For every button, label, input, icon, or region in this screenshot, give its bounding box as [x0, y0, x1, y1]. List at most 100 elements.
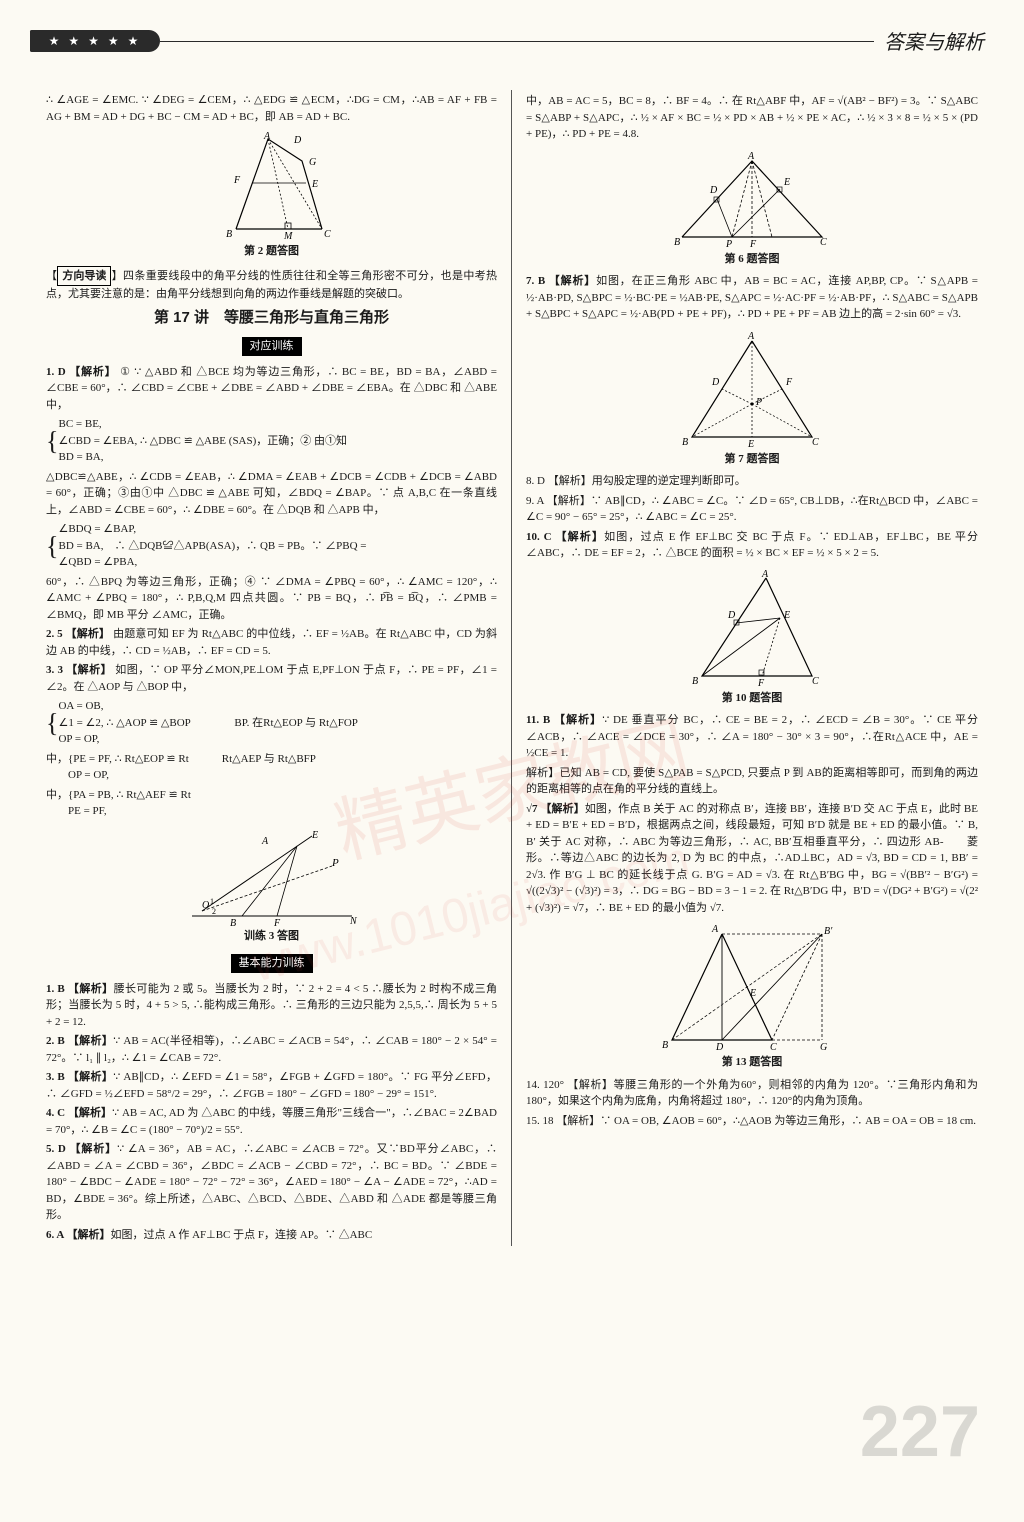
svg-text:C: C — [812, 437, 819, 448]
section-17-title: 第 17 讲 等腰三角形与直角三角形 — [46, 307, 497, 330]
svg-text:B: B — [230, 918, 236, 926]
sub-jiben: 基本能力训练 — [231, 954, 313, 973]
svg-text:N: N — [349, 916, 358, 926]
fig2-svg: A D G F E B M C — [202, 131, 342, 241]
fig10-svg: A D E B F C — [672, 568, 832, 688]
b4: 4. C 【解析】∵ AB = AC, AD 为 △ABC 的中线，等腰三角形"… — [46, 1105, 497, 1138]
svg-text:B: B — [682, 437, 688, 448]
figure-2: A D G F E B M C 第 2 题答图 — [46, 131, 497, 260]
fig13-caption: 第 13 题答图 — [526, 1054, 978, 1071]
svg-text:F: F — [757, 678, 765, 688]
q1-brace1: {BC = BE, ∠CBD = ∠EBA, ∴ △DBC ≌ △ABE (SA… — [46, 416, 497, 466]
q3-body3: 中，{PA = PB, ∴ Rt△AEF ≌ Rt PE = PF, — [46, 787, 497, 820]
svg-text:1: 1 — [210, 897, 214, 906]
svg-text:G: G — [309, 157, 316, 168]
svg-text:O: O — [202, 900, 209, 911]
svg-text:M: M — [283, 231, 293, 241]
header-rule — [160, 41, 984, 42]
b1: 1. B 【解析】腰长可能为 2 或 5。当腰长为 2 时，∵ 2 + 2 = … — [46, 981, 497, 1031]
q2-body: 由题意可知 EF 为 Rt△ABC 的中位线，∴ EF = ½AB。在 Rt△A… — [46, 628, 497, 657]
q11-ext: 解析】已知 AB = CD, 要使 S△PAB = S△PCD, 只要点 P 到… — [526, 765, 978, 798]
q1: 1. D 【解析】 ① ∵ △ABD 和 △BCE 均为等边三角形，∴ BC =… — [46, 364, 497, 414]
direction-row: 【方向导读】四条重要线段中的角平分线的性质往往和全等三角形密不可分，也是中考热点… — [46, 266, 497, 303]
q1-body3: 60°，∴ △BPQ 为等边三角形，正确；④ ∵ ∠DMA = ∠PBQ = 6… — [46, 574, 497, 624]
intro-para: ∴ ∠AGE = ∠EMC. ∵ ∠DEG = ∠CEM，∴ △EDG ≌ △E… — [46, 92, 497, 125]
svg-text:A: A — [747, 151, 755, 162]
q2-head: 2. 5 【解析】 — [46, 628, 110, 640]
q3-brace: {OA = OB, ∠1 = ∠2, ∴ △AOP ≌ △BOP BP. 在Rt… — [46, 698, 497, 748]
svg-text:D: D — [711, 377, 720, 388]
svg-text:B′: B′ — [824, 926, 833, 937]
svg-text:D: D — [727, 610, 736, 621]
figure-7: A D F P B E C 第 7 题答图 — [526, 329, 978, 468]
q1-body2: △DBC≌△ABE，∴ ∠CDB = ∠EAB，∴ ∠DMA = ∠EAB + … — [46, 469, 497, 519]
svg-text:P: P — [755, 397, 762, 408]
b5: 5. D 【解析】∵ ∠A = 36°，AB = AC，∴∠ABC = ∠ACB… — [46, 1141, 497, 1224]
b2: 2. B 【解析】∵ AB = AC(半径相等)，∴∠ABC = ∠ACB = … — [46, 1033, 497, 1066]
q8: 8. D 【解析】用勾股定理的逆定理判断即可。 — [526, 473, 978, 490]
fig3-caption: 训练 3 答图 — [46, 928, 497, 945]
svg-text:D: D — [715, 1042, 724, 1052]
svg-text:F: F — [785, 377, 793, 388]
q1-brace2: {∠BDQ = ∠BAP, BD = BA, ∴ △DQB≌△APB(ASA)，… — [46, 521, 497, 571]
header-stars: ★ ★ ★ ★ ★ — [30, 30, 160, 52]
fig2-caption: 第 2 题答图 — [46, 243, 497, 260]
figure-6: A D E B P F C 第 6 题答图 — [526, 149, 978, 268]
q2: 2. 5 【解析】 由题意可知 EF 为 Rt△ABC 的中位线，∴ EF = … — [46, 626, 497, 659]
svg-text:C: C — [770, 1042, 777, 1052]
fig7-svg: A D F P B E C — [672, 329, 832, 449]
figure-13: A B′ E B D C G 第 13 题答图 — [526, 922, 978, 1071]
svg-text:F: F — [273, 918, 281, 926]
b3: 3. B 【解析】∵ AB∥CD，∴ ∠EFD = ∠1 = 58°，∠FGB … — [46, 1069, 497, 1102]
fig3-svg: A E P B F N O 1 2 — [182, 826, 362, 926]
svg-text:E: E — [311, 179, 318, 190]
svg-text:F: F — [233, 175, 241, 186]
direction-text: 四条重要线段中的角平分线的性质往往和全等三角形密不可分，也是中考热点，尤其要注意… — [46, 270, 497, 301]
two-column-layout: ∴ ∠AGE = ∠EMC. ∵ ∠DEG = ∠CEM，∴ △EDG ≌ △E… — [32, 90, 992, 1246]
fig6-caption: 第 6 题答图 — [526, 251, 978, 268]
fig13-svg: A B′ E B D C G — [652, 922, 852, 1052]
svg-text:E: E — [783, 610, 790, 621]
svg-text:D: D — [709, 185, 718, 196]
q9: 9. A 【解析】∵ AB∥CD，∴ ∠ABC = ∠C。∵ ∠D = 65°,… — [526, 493, 978, 526]
fig6-svg: A D E B P F C — [662, 149, 842, 249]
direction-label: 方向导读 — [57, 266, 111, 287]
svg-text:2: 2 — [212, 907, 216, 916]
svg-text:E: E — [747, 439, 754, 449]
q7: 7. B 【解析】如图，在正三角形 ABC 中，AB = BC = AC，连接 … — [526, 273, 978, 323]
q3-body2: 中，{PE = PF, ∴ Rt△EOP ≌ Rt Rt△AEP 与 Rt△BF… — [46, 751, 497, 784]
svg-text:C: C — [820, 237, 827, 248]
q13: √7 【解析】如图，作点 B 关于 AC 的对称点 B′，连接 BB′，连接 B… — [526, 801, 978, 917]
sub-duiying: 对应训练 — [242, 337, 302, 356]
svg-text:B: B — [674, 237, 680, 248]
svg-text:C: C — [324, 229, 331, 240]
q3: 3. 3 【解析】 如图，∵ OP 平分∠MON,PE⊥OM 于点 E,PF⊥O… — [46, 662, 497, 695]
svg-text:A: A — [261, 836, 269, 847]
svg-text:E: E — [749, 988, 756, 999]
svg-text:E: E — [783, 177, 790, 188]
cont6: 中，AB = AC = 5，BC = 8，∴ BF = 4。∴ 在 Rt△ABF… — [526, 93, 978, 143]
svg-text:A: A — [263, 131, 271, 142]
svg-text:A: A — [711, 924, 719, 935]
svg-text:C: C — [812, 676, 819, 687]
svg-text:F: F — [749, 239, 757, 249]
q3-body: 如图，∵ OP 平分∠MON,PE⊥OM 于点 E,PF⊥ON 于点 F，∴ P… — [46, 664, 497, 693]
q11: 11. B 【解析】∵ DE 垂直平分 BC，∴ CE = BE = 2，∴ ∠… — [526, 712, 978, 762]
figure-train3: A E P B F N O 1 2 训练 3 答图 — [46, 826, 497, 945]
header-title: 答案与解析 — [874, 28, 984, 58]
svg-text:B: B — [692, 676, 698, 687]
fig10-caption: 第 10 题答图 — [526, 690, 978, 707]
q1-head: 1. D 【解析】 — [46, 366, 117, 378]
svg-text:P: P — [331, 857, 339, 869]
svg-text:A: A — [747, 331, 755, 342]
svg-text:E: E — [311, 830, 318, 841]
svg-text:P: P — [725, 239, 732, 249]
svg-text:G: G — [820, 1042, 827, 1052]
page-header: ★ ★ ★ ★ ★ 答案与解析 — [0, 30, 1024, 54]
q3-head: 3. 3 【解析】 — [46, 664, 112, 676]
page-number: 227 — [860, 1378, 980, 1486]
left-column: ∴ ∠AGE = ∠EMC. ∵ ∠DEG = ∠CEM，∴ △EDG ≌ △E… — [32, 90, 512, 1246]
svg-text:A: A — [761, 569, 769, 580]
right-column: 中，AB = AC = 5，BC = 8，∴ BF = 4。∴ 在 Rt△ABF… — [512, 90, 992, 1246]
svg-text:D: D — [293, 135, 302, 146]
